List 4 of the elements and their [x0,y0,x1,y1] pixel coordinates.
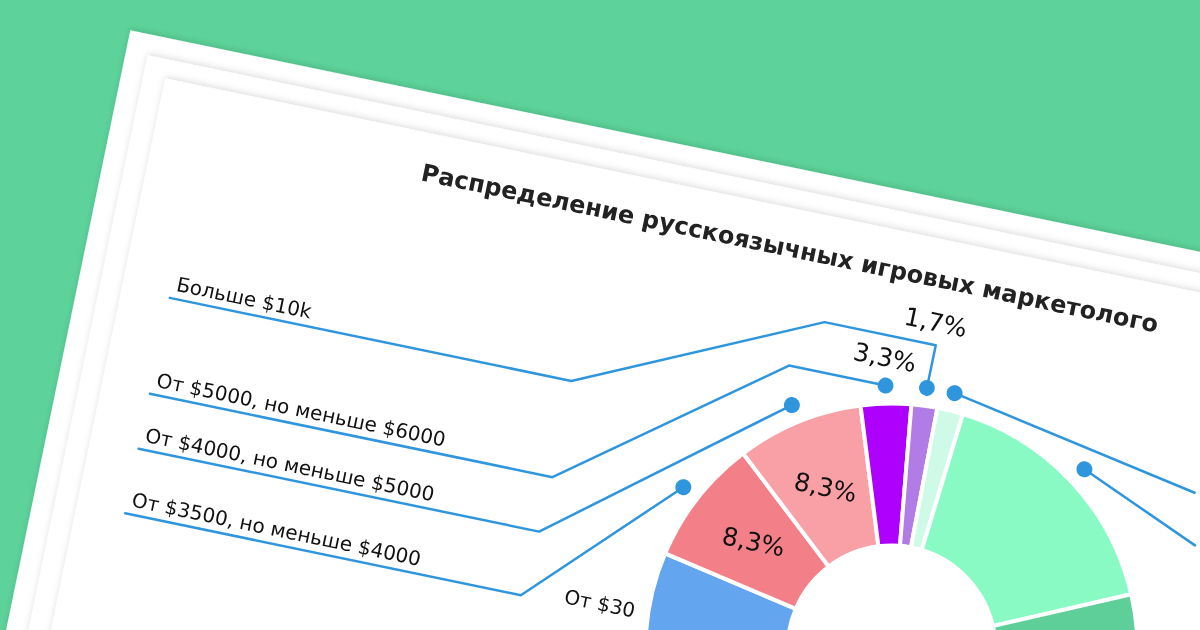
data-label: 8,3% [791,466,860,509]
slice-label: От $30 [562,584,638,623]
slice-label: Больше $10k [174,272,315,324]
data-label: 8,3% [719,521,788,563]
